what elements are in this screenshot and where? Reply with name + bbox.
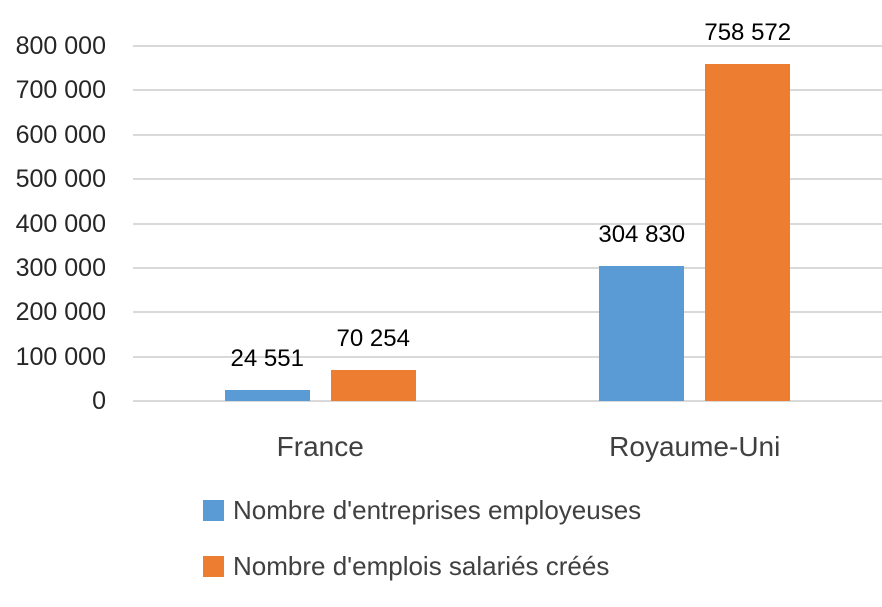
y-axis-tick-label: 200 000: [15, 298, 106, 327]
y-axis-tick-label: 100 000: [15, 342, 106, 371]
plot-area: 24 551 70 254 304 830 758 572: [133, 19, 882, 402]
gridline: [133, 45, 882, 47]
y-axis-tick-label: 700 000: [15, 76, 106, 105]
y-axis-tick-label: 500 000: [15, 165, 106, 194]
x-axis: France Royaume-Uni: [133, 429, 882, 463]
gridline: [133, 311, 882, 314]
data-label-france-series-1: 70 254: [336, 324, 410, 352]
gridline: [133, 266, 882, 269]
legend-label-emplois: Nombre d'emplois salariés créés: [233, 551, 610, 581]
category-label-royaume-uni: Royaume-Uni: [609, 431, 781, 462]
bar-royaume-uni-series-0: [599, 265, 685, 401]
y-axis-tick-label: 600 000: [15, 120, 106, 149]
legend-swatch-orange: [203, 556, 224, 577]
gridline: [133, 178, 882, 181]
data-label-france-series-0: 24 551: [230, 345, 304, 373]
gridline: [133, 222, 882, 225]
bar-france-series-0: [224, 390, 310, 401]
legend-label-entreprises: Nombre d'entreprises employeuses: [233, 495, 642, 525]
bar-royaume-uni-series-1: [705, 64, 791, 401]
gridline: [133, 355, 882, 358]
gridline: [133, 133, 882, 136]
legend-swatch-blue: [203, 500, 224, 521]
category-label-france: France: [276, 431, 364, 462]
y-axis-tick-label: 300 000: [15, 253, 106, 282]
chart-legend: Nombre d'entreprises employeuses Nombre …: [203, 494, 641, 583]
y-axis-tick-label: 800 000: [15, 32, 106, 60]
y-axis: 0 100 000 200 000 300 000 400 000 500 000 600 …: [0, 32, 106, 415]
gridline: [133, 89, 882, 92]
data-label-royaume-uni-series-1: 758 572: [704, 19, 792, 47]
bar-france-series-1: [330, 369, 416, 401]
y-axis-tick-label: 0: [92, 387, 106, 415]
legend-item-entreprises: Nombre d'entreprises employeuses: [203, 494, 641, 527]
y-axis-tick-label: 400 000: [15, 209, 106, 238]
gridline: [133, 400, 882, 402]
data-label-royaume-uni-series-0: 304 830: [598, 220, 686, 248]
legend-item-emplois: Nombre d'emplois salariés créés: [203, 550, 641, 583]
